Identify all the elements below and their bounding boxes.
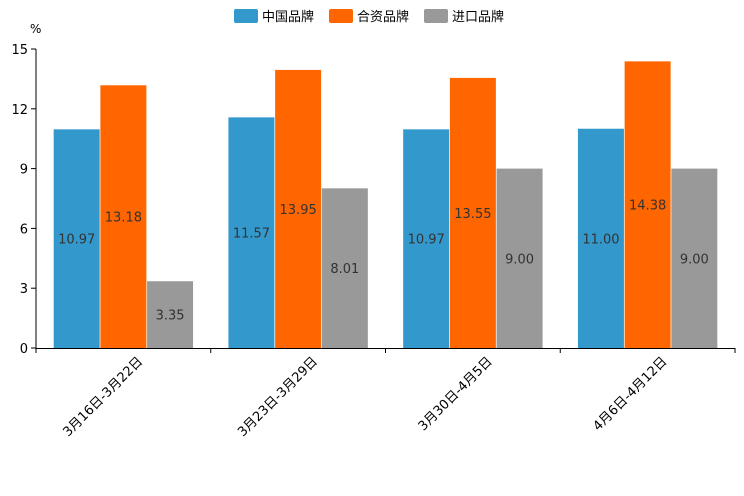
bar-value-label: 14.38 — [629, 199, 666, 214]
legend: 中国品牌 合资品牌 进口品牌 — [234, 9, 504, 25]
bar-1-1 — [275, 69, 322, 349]
bar-value-label: 11.00 — [582, 232, 619, 247]
bar-0-1 — [228, 117, 275, 348]
bar-value-label: 8.01 — [330, 262, 359, 277]
legend-swatch-2 — [424, 9, 448, 23]
bar-2-1 — [321, 188, 368, 348]
x-tick-label: 3月23日-3月29日 — [235, 354, 321, 440]
bar-0-2 — [403, 129, 450, 348]
bar-value-label: 13.18 — [105, 211, 142, 226]
bar-value-label: 10.97 — [408, 233, 445, 248]
bar-2-0 — [147, 281, 194, 348]
bar-value-label: 13.55 — [454, 207, 491, 222]
bar-value-label: 13.95 — [280, 203, 317, 218]
y-tick-label: 6 — [20, 222, 28, 237]
x-tick-label: 3月30日-4月5日 — [416, 354, 496, 434]
y-tick-label: 3 — [20, 282, 28, 297]
y-tick-label: 12 — [11, 103, 28, 118]
bar-0-3 — [577, 128, 624, 348]
bar-value-label: 11.57 — [233, 227, 270, 242]
legend-label-2: 进口品牌 — [452, 9, 504, 25]
x-axis: 3月16日-3月22日 3月23日-3月29日 3月30日-4月5日 4月6日-4月1… — [35, 348, 736, 440]
legend-label-0: 中国品牌 — [262, 9, 314, 25]
bar-2-3 — [671, 168, 718, 348]
legend-swatch-0 — [234, 9, 258, 23]
y-axis: 0 3 6 9 12 15 — [11, 43, 37, 357]
legend-swatch-1 — [329, 9, 353, 23]
legend-label-1: 合资品牌 — [357, 9, 409, 25]
bar-1-0 — [100, 85, 147, 349]
bar-0-0 — [53, 129, 100, 348]
x-tick-label: 3月16日-3月22日 — [60, 354, 146, 440]
y-axis-unit-label: % — [30, 22, 41, 36]
bars: 10.97 13.18 3.35 11.57 13.95 8.01 10.97 13.55 9.… — [53, 61, 718, 349]
x-tick-label: 4月6日-4月12日 — [591, 354, 671, 434]
y-tick-label: 9 — [20, 163, 28, 178]
y-tick-label: 0 — [20, 342, 28, 357]
bar-1-2 — [449, 77, 496, 349]
bar-2-2 — [496, 168, 543, 348]
y-tick-label: 15 — [11, 43, 28, 58]
bar-value-label: 9.00 — [505, 252, 534, 267]
bar-value-label: 10.97 — [58, 233, 95, 248]
bar-value-label: 3.35 — [156, 309, 185, 324]
bar-value-label: 9.00 — [680, 252, 709, 267]
bar-1-3 — [624, 61, 671, 348]
